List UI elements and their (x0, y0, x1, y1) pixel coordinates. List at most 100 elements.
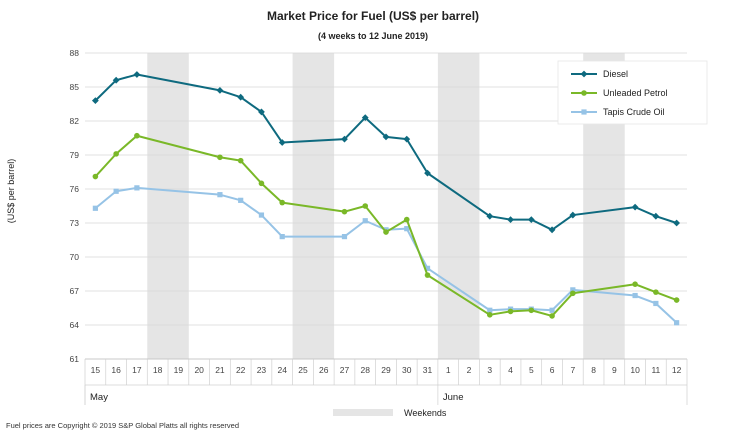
weekend-legend-swatch (333, 409, 393, 416)
data-point (341, 135, 348, 143)
y-tick-label: 79 (70, 150, 80, 160)
data-point (653, 289, 659, 295)
y-tick-label: 88 (70, 48, 80, 58)
data-point (403, 135, 411, 143)
y-tick-label: 64 (70, 320, 80, 330)
month-label: June (443, 392, 464, 403)
data-point (361, 114, 369, 121)
chart-title: Market Price for Fuel (US$ per barrel) (267, 9, 479, 23)
x-tick-label: 19 (174, 365, 184, 375)
x-tick-label: 25 (298, 365, 308, 375)
data-point (673, 297, 680, 303)
weekend-band (437, 53, 480, 359)
data-point (237, 93, 245, 101)
x-tick-label: 28 (361, 365, 371, 375)
legend-item: Unleaded Petrol (571, 88, 668, 98)
data-point (548, 226, 556, 234)
y-tick-label: 85 (70, 82, 80, 92)
data-point (134, 185, 140, 191)
x-tick-label: 4 (508, 365, 513, 375)
x-tick-label: 9 (612, 365, 617, 375)
series-line (94, 134, 677, 317)
x-tick-label: 22 (236, 365, 246, 375)
series-unleaded-petrol (92, 132, 680, 319)
data-point (527, 216, 535, 223)
weekend-legend-label: Weekends (404, 408, 447, 418)
data-point (674, 320, 680, 326)
data-point (217, 154, 223, 161)
data-point (341, 208, 348, 215)
x-tick-label: 6 (550, 365, 555, 375)
x-tick-label: 5 (529, 365, 534, 375)
x-tick-label: 27 (340, 365, 350, 375)
x-tick-label: 30 (402, 365, 412, 375)
data-point (632, 281, 638, 288)
x-tick-label: 26 (319, 365, 329, 375)
data-point (486, 212, 494, 220)
legend-item: Diesel (571, 69, 628, 79)
data-point (383, 229, 389, 235)
data-point (487, 307, 493, 313)
weekend-legend: Weekends (333, 408, 447, 418)
y-tick-label: 67 (70, 286, 80, 296)
x-tick-label: 12 (672, 365, 682, 375)
data-point (362, 218, 368, 224)
x-tick-label: 3 (487, 365, 492, 375)
x-tick-label: 23 (257, 365, 267, 375)
data-point (278, 139, 286, 146)
y-tick-label: 61 (70, 354, 80, 364)
data-point (258, 180, 265, 187)
series-line (94, 186, 678, 324)
legend: Diesel Unleaded Petrol Tapis Crude Oil (557, 60, 708, 125)
legend-label: Diesel (603, 69, 628, 79)
y-tick-label: 73 (70, 218, 80, 228)
y-axis-label: (US$ per barrel) (6, 159, 16, 224)
data-point (653, 300, 659, 307)
data-point (237, 157, 244, 164)
series-diesel (91, 71, 681, 234)
x-tick-label: 24 (277, 365, 287, 375)
data-point (92, 173, 99, 180)
data-point (673, 219, 681, 227)
month-label: May (90, 392, 108, 403)
legend-marker (581, 109, 587, 115)
data-point (404, 226, 410, 232)
series-line (94, 73, 677, 231)
y-tick-label: 76 (70, 184, 80, 194)
data-point (570, 287, 576, 293)
x-tick-label: 15 (91, 365, 101, 375)
legend-marker (580, 70, 588, 78)
legend-marker (581, 90, 587, 96)
data-point (570, 290, 576, 297)
data-point (217, 192, 223, 198)
data-point (382, 133, 390, 141)
data-point (133, 71, 141, 78)
y-tick-label: 70 (70, 252, 80, 262)
chart-subtitle: (4 weeks to 12 June 2019) (318, 31, 428, 41)
x-tick-label: 29 (381, 365, 391, 375)
x-tick-label: 2 (467, 365, 472, 375)
x-tick-label: 16 (111, 365, 121, 375)
data-point (424, 265, 431, 271)
x-tick-label: 8 (591, 365, 596, 375)
x-tick-label: 20 (194, 365, 204, 375)
data-point (507, 216, 514, 223)
x-tick-label: 18 (153, 365, 163, 375)
data-point (134, 132, 140, 139)
data-point (258, 108, 265, 116)
data-point (424, 272, 431, 278)
copyright-footer: Fuel prices are Copyright © 2019 S&P Glo… (6, 421, 239, 430)
data-point (279, 234, 285, 240)
legend-label: Unleaded Petrol (603, 88, 668, 98)
data-point (216, 87, 224, 94)
data-point (631, 203, 639, 211)
data-point (279, 199, 286, 206)
data-point (113, 188, 119, 194)
data-point (258, 212, 265, 218)
x-tick-label: 21 (215, 365, 225, 375)
data-point (486, 312, 493, 318)
x-tick-label: 1 (446, 365, 451, 375)
y-tick-label: 82 (70, 116, 80, 126)
data-point (507, 308, 514, 315)
